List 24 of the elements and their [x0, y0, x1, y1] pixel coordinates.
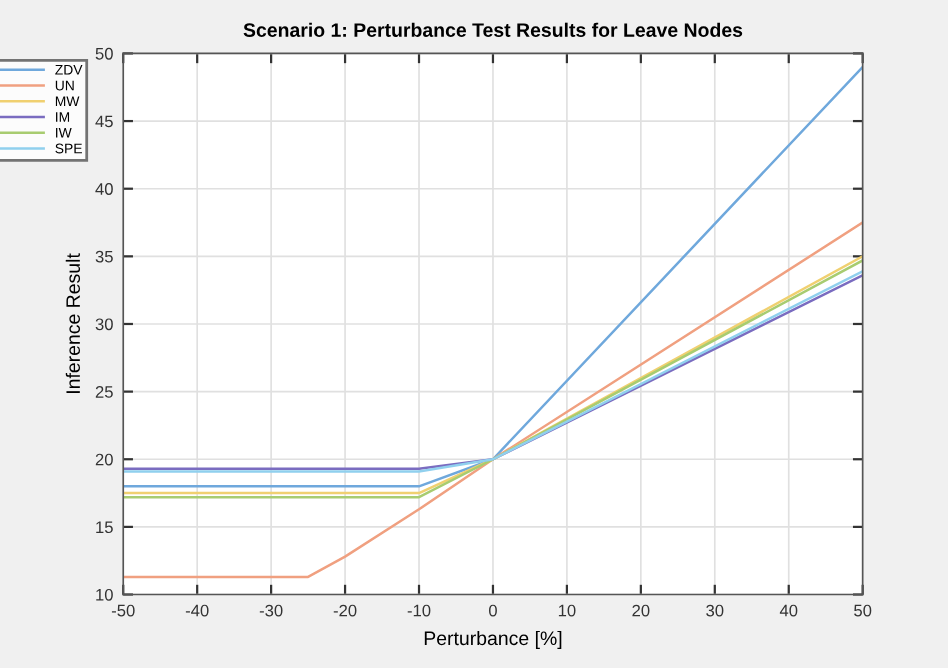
y-axis-title: Inference Result [65, 253, 81, 393]
x-tick-label: -10 [407, 604, 431, 617]
line-series [123, 221, 863, 579]
x-tick-label: 40 [779, 604, 798, 617]
x-tick-label: -30 [259, 604, 283, 617]
x-tick-label: 10 [558, 604, 576, 617]
x-tick-label: -40 [185, 604, 209, 617]
x-tick-label: 20 [632, 604, 650, 617]
y-tick-label: 45 [95, 115, 113, 128]
y-tick-label: 40 [95, 183, 113, 195]
x-tick-label: -20 [333, 604, 357, 617]
x-tick-label: 50 [854, 604, 872, 617]
x-tick-label: -50 [111, 604, 135, 617]
x-tick-label: 0 [488, 604, 497, 617]
y-tick-label: 20 [95, 453, 113, 466]
y-tick-label: 35 [95, 250, 113, 263]
y-tick-label: 30 [95, 318, 113, 331]
x-tick-label: 30 [706, 604, 724, 617]
y-tick-label: 15 [96, 521, 113, 534]
y-tick-label: 10 [96, 588, 113, 601]
chart-title: Scenario 1: Perturbance Test Results for Leave Nodes [243, 22, 743, 37]
y-tick-label: 25 [95, 386, 113, 398]
y-tick-label: 50 [95, 47, 113, 60]
x-axis-title: Perturbance [%] [424, 630, 562, 650]
